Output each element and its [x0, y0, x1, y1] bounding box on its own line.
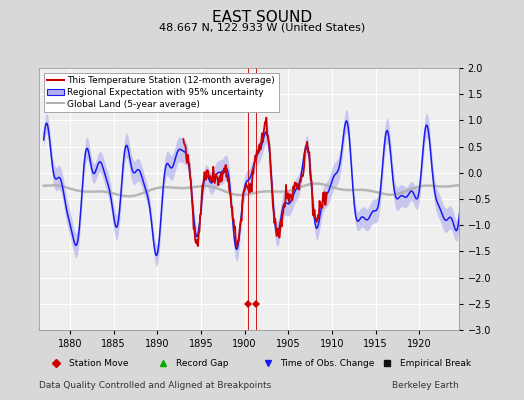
Text: Empirical Break: Empirical Break: [400, 358, 471, 368]
Text: Berkeley Earth: Berkeley Earth: [392, 381, 458, 390]
Legend: This Temperature Station (12-month average), Regional Expectation with 95% uncer: This Temperature Station (12-month avera…: [44, 72, 279, 112]
Text: Record Gap: Record Gap: [176, 358, 228, 368]
Text: Station Move: Station Move: [69, 358, 128, 368]
Text: Data Quality Controlled and Aligned at Breakpoints: Data Quality Controlled and Aligned at B…: [39, 381, 271, 390]
Text: 48.667 N, 122.933 W (United States): 48.667 N, 122.933 W (United States): [159, 22, 365, 32]
Text: EAST SOUND: EAST SOUND: [212, 10, 312, 25]
Text: Time of Obs. Change: Time of Obs. Change: [280, 358, 375, 368]
